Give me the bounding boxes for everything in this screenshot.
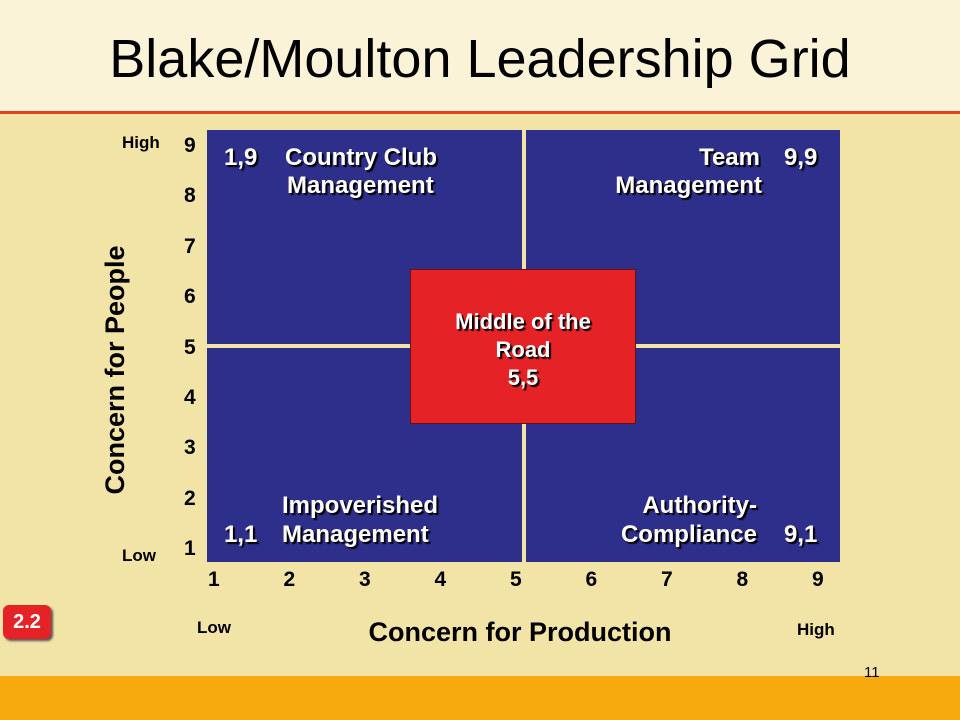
x-tick-label: 1 (208, 568, 220, 591)
x-tick-label: 3 (359, 568, 371, 591)
footer-band (0, 676, 960, 720)
x-tick-label: 7 (661, 568, 673, 591)
quadrant-label: Management (615, 172, 762, 199)
quadrant-label: Management (282, 521, 429, 548)
header-band (0, 0, 960, 114)
quadrant-label: Authority- (642, 492, 757, 519)
quadrant-label: Impoverished (282, 492, 439, 519)
x-tick-label: 8 (736, 568, 749, 591)
x-tick-label: 9 (812, 568, 824, 591)
center-label: Road (495, 337, 551, 362)
y-axis-label: Concern for People (100, 245, 130, 495)
y-tick-label: 7 (184, 234, 196, 258)
x-high: High (797, 620, 835, 639)
y-tick-label: 2 (184, 486, 196, 510)
y-tick-label: 9 (184, 134, 196, 157)
x-tick-label: 2 (283, 568, 296, 591)
center-code: 5,5 (507, 365, 539, 390)
y-high: High (122, 133, 160, 152)
y-low: Low (122, 546, 156, 565)
badge: 2.2 (3, 605, 51, 639)
x-axis-label: Concern for Production (368, 617, 672, 647)
page-number: 11 (864, 664, 880, 681)
quadrant-code: 9,9 (784, 144, 818, 171)
x-tick-label: 4 (434, 568, 447, 591)
y-tick-label: 3 (184, 436, 196, 460)
quadrant-label: Compliance (620, 521, 757, 548)
quadrant-code: 1,1 (224, 521, 258, 548)
x-low: Low (197, 618, 231, 637)
quadrant-label: Management (287, 172, 434, 199)
y-tick-label: 4 (184, 386, 196, 409)
x-tick-label: 5 (510, 568, 522, 591)
y-tick-label: 6 (184, 285, 196, 309)
quadrant-label: Team (699, 144, 760, 171)
y-tick-label: 1 (184, 537, 196, 561)
quadrant-label: Country Club (285, 144, 437, 171)
quadrant-code: 1,9 (224, 144, 258, 171)
center-label: Middle of the (455, 309, 591, 334)
center-box (410, 269, 636, 424)
quadrant-code: 9,1 (784, 521, 818, 548)
y-tick-label: 5 (184, 335, 196, 359)
y-tick-label: 8 (184, 184, 196, 208)
x-tick-label: 6 (585, 568, 598, 591)
title: Blake/Moulton Leadership Grid (109, 29, 851, 89)
